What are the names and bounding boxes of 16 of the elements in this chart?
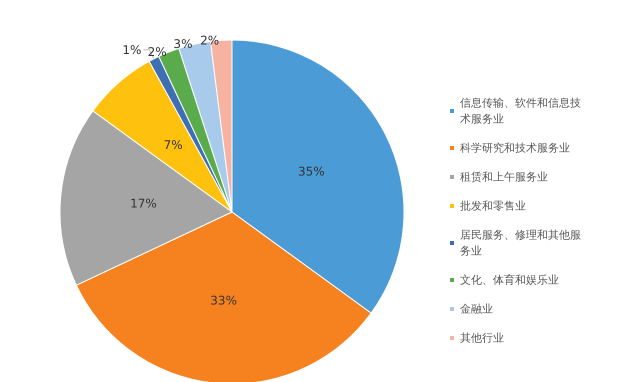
data-label: 7% (164, 138, 183, 152)
legend-label: 其他行业 (460, 332, 504, 344)
legend-label: 居民服务、修理和其他服务业 (460, 228, 581, 258)
data-label: 33% (210, 294, 237, 308)
data-label: 1% (122, 42, 142, 57)
data-label: 3% (173, 37, 192, 52)
data-label: 2% (148, 45, 167, 60)
legend-label: 科学研究和技术服务业 (460, 142, 570, 154)
data-label: 2% (200, 33, 220, 48)
legend-label: 文化、体育和娱乐业 (460, 274, 559, 286)
data-label: 17% (130, 196, 157, 211)
legend-label: 信息传输、软件和信息技术服务业 (460, 96, 581, 126)
legend-label: 批发和零售业 (460, 200, 526, 212)
legend-label: 金融业 (460, 302, 493, 316)
data-label: 35% (298, 164, 325, 179)
legend-label: 租赁和上午服务业 (460, 170, 548, 184)
